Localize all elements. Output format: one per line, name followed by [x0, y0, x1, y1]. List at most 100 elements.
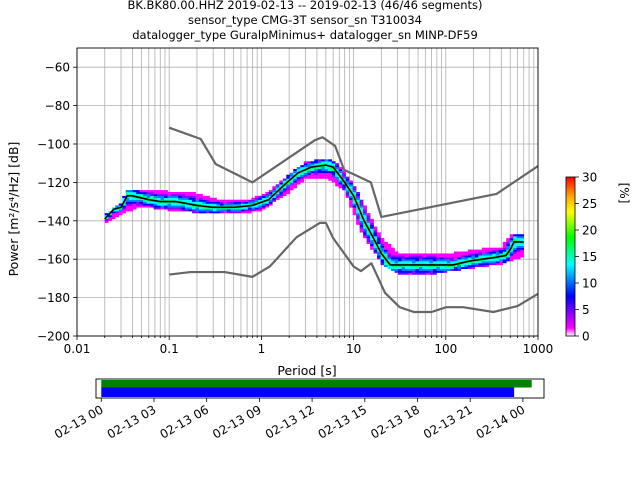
heatmap-cell	[359, 209, 364, 212]
heatmap-cell	[398, 266, 402, 269]
heatmap-cell	[377, 245, 381, 248]
heatmap-cell	[432, 268, 437, 271]
heatmap-cell	[279, 182, 284, 185]
heatmap-cell	[209, 199, 214, 202]
heatmap-cell	[460, 255, 465, 258]
heatmap-cell	[422, 261, 427, 264]
heatmap-cell	[125, 192, 130, 195]
heatmap-cell	[443, 263, 448, 266]
heatmap-cell	[356, 199, 360, 202]
heatmap-cell	[394, 266, 399, 269]
heatmap-cell	[185, 195, 189, 198]
heatmap-cell	[380, 259, 385, 262]
heatmap-cell	[516, 245, 521, 248]
heatmap-cell	[289, 174, 294, 177]
heatmap-cell	[129, 193, 133, 197]
heatmap-cell	[513, 236, 518, 239]
heatmap-cell	[296, 174, 301, 177]
heatmap-cell	[506, 241, 511, 245]
heatmap-cell	[293, 178, 298, 181]
colorbar-label: [%]	[617, 183, 631, 204]
heatmap-cell	[474, 253, 479, 256]
heatmap-cell	[488, 253, 493, 256]
heatmap-cell	[324, 163, 329, 166]
heatmap-cell	[391, 257, 395, 260]
heatmap-cell	[314, 176, 319, 179]
heatmap-cell	[146, 203, 151, 206]
heatmap-cell	[132, 190, 137, 193]
heatmap-cell	[401, 264, 406, 268]
heatmap-cell	[464, 257, 469, 260]
heatmap-cell	[233, 203, 238, 206]
heatmap-cell	[394, 261, 399, 264]
heatmap-cell	[143, 205, 147, 208]
heatmap-cell	[202, 201, 207, 204]
heatmap-cell	[342, 174, 346, 177]
heatmap-cell	[268, 199, 273, 202]
heatmap-cell	[251, 197, 256, 200]
heatmap-cell	[513, 249, 518, 252]
heatmap-cell	[160, 195, 165, 198]
heatmap-cell	[398, 270, 402, 273]
heatmap-cell	[467, 263, 472, 266]
heatmap-cell	[251, 201, 256, 204]
heatmap-cell	[394, 270, 399, 273]
x-tick-label: 100	[434, 342, 457, 356]
heatmap-cell	[167, 199, 172, 202]
heatmap-cell	[136, 192, 140, 195]
heatmap-cell	[188, 205, 193, 208]
heatmap-cell	[122, 205, 127, 208]
heatmap-cell	[237, 211, 242, 214]
heatmap-cell	[335, 168, 339, 172]
heatmap-cell	[387, 245, 392, 248]
heatmap-cell	[513, 238, 518, 241]
heatmap-cell	[387, 247, 392, 250]
heatmap-cell	[108, 216, 113, 220]
heatmap-cell	[349, 205, 353, 208]
heatmap-cell	[516, 236, 521, 239]
heatmap-cell	[129, 203, 133, 206]
heatmap-cell	[132, 207, 137, 210]
heatmap-cell	[307, 163, 312, 166]
heatmap-cell	[139, 199, 144, 202]
heatmap-cell	[411, 259, 416, 262]
heatmap-cell	[467, 251, 472, 254]
heatmap-cell	[300, 180, 305, 183]
heatmap-cell	[436, 268, 441, 271]
heatmap-cell	[139, 197, 144, 200]
heatmap-cell	[314, 161, 319, 164]
y-tick-label: −120	[37, 176, 70, 190]
heatmap-cell	[286, 190, 291, 193]
x-tick-label: 10	[346, 342, 361, 356]
heatmap-cell	[506, 238, 511, 241]
heatmap-cell	[192, 211, 196, 214]
heatmap-cell	[303, 176, 308, 179]
heatmap-cell	[411, 272, 416, 275]
heatmap-cell	[408, 264, 413, 268]
heatmap-cell	[453, 251, 458, 254]
heatmap-cell	[373, 249, 378, 252]
heatmap-cell	[289, 188, 294, 191]
heatmap-cell	[363, 226, 367, 229]
heatmap-cell	[450, 255, 455, 258]
heatmap-cell	[506, 259, 511, 262]
heatmap-cell	[398, 259, 402, 262]
heatmap-cell	[258, 203, 263, 206]
heatmap-cell	[153, 197, 158, 200]
heatmap-cell	[185, 205, 189, 208]
heatmap-cell	[516, 255, 521, 258]
heatmap-cell	[418, 268, 423, 271]
heatmap-cell	[356, 209, 360, 212]
heatmap-cell	[425, 259, 430, 262]
heatmap-cell	[509, 257, 514, 260]
heatmap-cell	[464, 259, 469, 262]
heatmap-cell	[185, 197, 189, 200]
heatmap-cell	[516, 253, 521, 256]
heatmap-cell	[481, 251, 486, 254]
heatmap-cell	[363, 236, 367, 239]
heatmap-cell	[174, 201, 179, 204]
heatmap-cell	[230, 209, 235, 212]
chart-subtitle-sensor: sensor_type CMG-3T sensor_sn T310034	[188, 13, 422, 27]
heatmap-cell	[338, 186, 343, 189]
heatmap-cell	[509, 243, 514, 246]
